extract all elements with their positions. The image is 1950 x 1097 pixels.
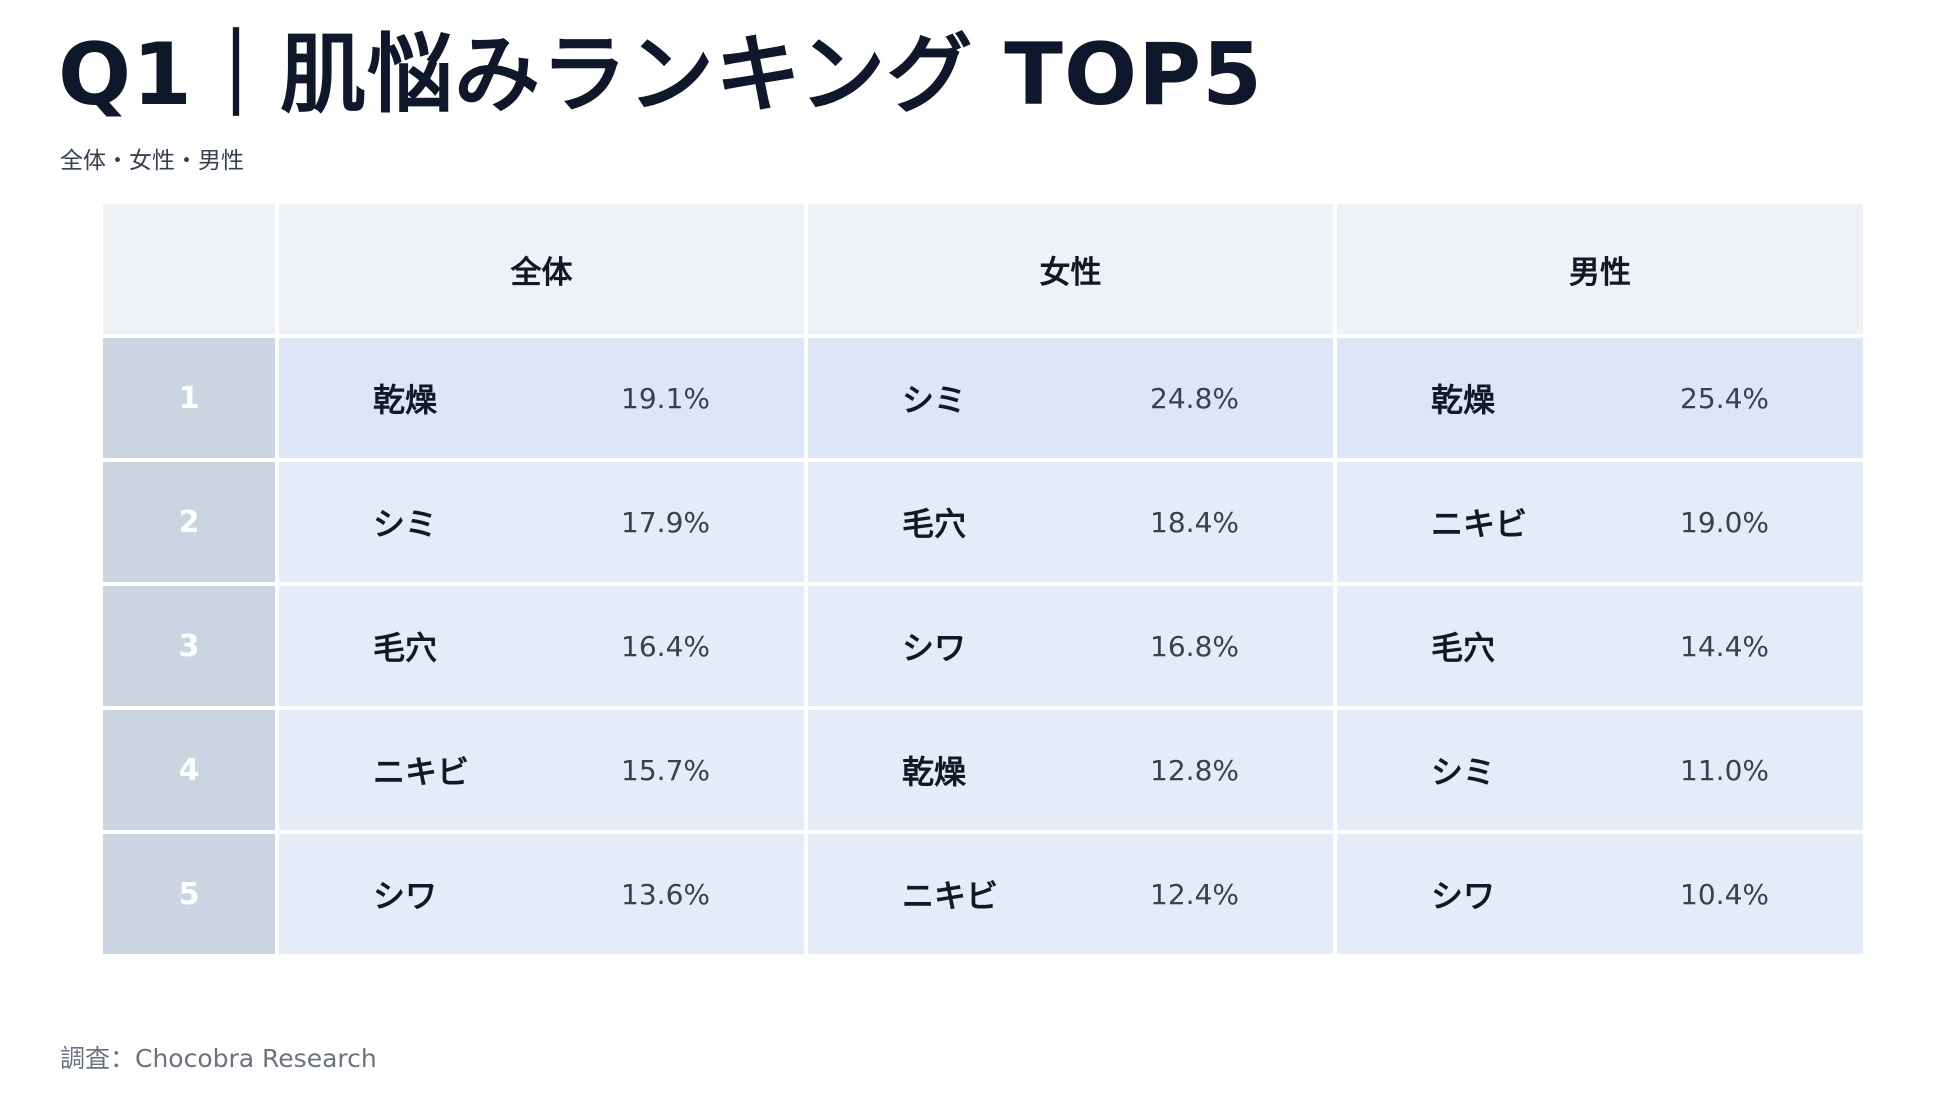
ranking-cell-all: シワ 13.6% — [275, 830, 808, 958]
ranking-cell-female: 毛穴 18.4% — [804, 458, 1337, 586]
item-percentage: 10.4% — [1680, 877, 1769, 911]
ranking-cell-male: ニキビ 19.0% — [1333, 458, 1867, 586]
ranking-cell-all: 毛穴 16.4% — [275, 582, 808, 710]
table-header-row: 全体 女性 男性 — [99, 200, 1867, 338]
item-name: シミ — [1431, 753, 1496, 791]
header-rank-corner — [99, 200, 279, 338]
rank-number: 1 — [99, 334, 279, 462]
item-name: シワ — [902, 629, 967, 667]
rank-number: 3 — [99, 582, 279, 710]
item-name: 毛穴 — [902, 505, 967, 543]
ranking-cell-all: 乾燥 19.1% — [275, 334, 808, 462]
item-percentage: 13.6% — [621, 877, 710, 911]
ranking-cell-male: 毛穴 14.4% — [1333, 582, 1867, 710]
item-name: シミ — [373, 505, 438, 543]
item-percentage: 11.0% — [1680, 753, 1769, 787]
item-percentage: 16.8% — [1150, 629, 1239, 663]
ranking-cell-female: 乾燥 12.8% — [804, 706, 1337, 834]
ranking-cell-all: ニキビ 15.7% — [275, 706, 808, 834]
item-name: 乾燥 — [1431, 381, 1496, 419]
item-name: ニキビ — [373, 753, 470, 791]
item-percentage: 18.4% — [1150, 505, 1239, 539]
column-header-female: 女性 — [804, 200, 1337, 338]
item-name: ニキビ — [1431, 505, 1528, 543]
item-name: 毛穴 — [1431, 629, 1496, 667]
item-percentage: 12.8% — [1150, 753, 1239, 787]
ranking-cell-male: シミ 11.0% — [1333, 706, 1867, 834]
item-name: 乾燥 — [373, 381, 438, 419]
item-percentage: 19.1% — [621, 381, 710, 415]
table-row: 3 毛穴 16.4% シワ 16.8% 毛穴 14.4% — [99, 582, 1867, 710]
item-percentage: 17.9% — [621, 505, 710, 539]
table-row: 5 シワ 13.6% ニキビ 12.4% シワ 10.4% — [99, 830, 1867, 958]
table-row: 4 ニキビ 15.7% 乾燥 12.8% シミ 11.0% — [99, 706, 1867, 834]
rank-number: 5 — [99, 830, 279, 958]
ranking-cell-female: ニキビ 12.4% — [804, 830, 1337, 958]
item-name: 毛穴 — [373, 629, 438, 667]
column-header-male: 男性 — [1333, 200, 1867, 338]
ranking-cell-all: シミ 17.9% — [275, 458, 808, 586]
item-percentage: 15.7% — [621, 753, 710, 787]
ranking-cell-female: シワ 16.8% — [804, 582, 1337, 710]
column-header-all: 全体 — [275, 200, 808, 338]
page-title: Q1｜肌悩みランキング TOP5 — [58, 25, 1263, 125]
ranking-table: 全体 女性 男性 1 乾燥 19.1% シミ 24.8% 乾燥 25.4% 2 シミ 1… — [99, 200, 1867, 958]
item-percentage: 19.0% — [1680, 505, 1769, 539]
ranking-cell-male: 乾燥 25.4% — [1333, 334, 1867, 462]
ranking-cell-female: シミ 24.8% — [804, 334, 1337, 462]
item-percentage: 14.4% — [1680, 629, 1769, 663]
item-name: シミ — [902, 381, 967, 419]
item-percentage: 12.4% — [1150, 877, 1239, 911]
item-percentage: 25.4% — [1680, 381, 1769, 415]
ranking-cell-male: シワ 10.4% — [1333, 830, 1867, 958]
item-percentage: 24.8% — [1150, 381, 1239, 415]
rank-number: 4 — [99, 706, 279, 834]
table-row: 1 乾燥 19.1% シミ 24.8% 乾燥 25.4% — [99, 334, 1867, 462]
item-percentage: 16.4% — [621, 629, 710, 663]
item-name: ニキビ — [902, 877, 999, 915]
item-name: シワ — [373, 877, 438, 915]
rank-number: 2 — [99, 458, 279, 586]
page-subtitle: 全体・女性・男性 — [60, 148, 244, 174]
table-row: 2 シミ 17.9% 毛穴 18.4% ニキビ 19.0% — [99, 458, 1867, 586]
item-name: シワ — [1431, 877, 1496, 915]
item-name: 乾燥 — [902, 753, 967, 791]
source-note: 調査：Chocobra Research — [60, 1044, 377, 1073]
